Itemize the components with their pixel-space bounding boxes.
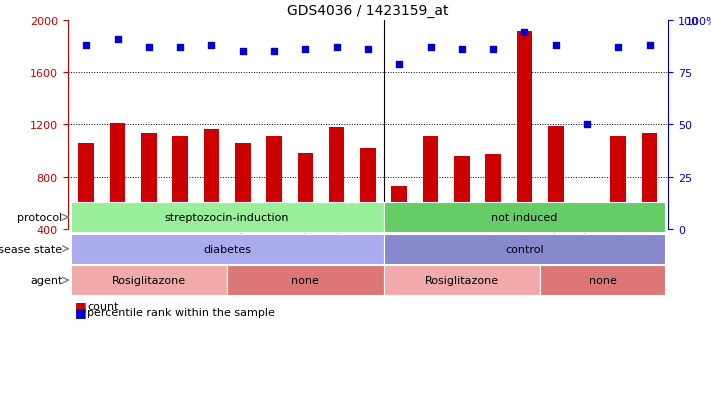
Bar	[548, 126, 564, 281]
Bar	[392, 186, 407, 281]
Point	[394, 61, 405, 68]
Text: Rosiglitazone: Rosiglitazone	[424, 275, 499, 285]
Text: ■: ■	[75, 299, 87, 313]
Text: percentile rank within the sample: percentile rank within the sample	[87, 307, 275, 317]
Point	[80, 43, 92, 49]
Point	[550, 43, 562, 49]
Point	[519, 30, 530, 36]
Text: control: control	[505, 244, 544, 254]
Text: disease state: disease state	[0, 244, 63, 254]
Point	[174, 45, 186, 51]
Point	[644, 43, 656, 49]
Text: ■: ■	[75, 306, 87, 319]
Point	[299, 47, 311, 53]
Point	[112, 36, 123, 43]
Bar	[109, 123, 125, 281]
Bar	[486, 155, 501, 281]
Text: none: none	[292, 275, 319, 285]
Bar	[328, 128, 344, 281]
Point	[143, 45, 154, 51]
Bar	[297, 154, 313, 281]
Bar	[266, 137, 282, 281]
Bar	[360, 148, 376, 281]
Text: streptozocin-induction: streptozocin-induction	[165, 213, 289, 223]
Bar	[78, 143, 94, 281]
Bar	[235, 143, 250, 281]
Bar	[642, 134, 658, 281]
Point	[331, 45, 342, 51]
Text: protocol: protocol	[17, 213, 63, 223]
Bar	[517, 32, 533, 281]
Point	[205, 43, 217, 49]
Title: GDS4036 / 1423159_at: GDS4036 / 1423159_at	[287, 4, 449, 18]
Bar	[141, 134, 156, 281]
Text: none: none	[589, 275, 616, 285]
Point	[613, 45, 624, 51]
Bar	[611, 137, 626, 281]
Text: agent: agent	[30, 275, 63, 285]
Text: diabetes: diabetes	[203, 244, 251, 254]
Point	[362, 47, 374, 53]
Point	[237, 49, 248, 55]
Bar	[203, 130, 219, 281]
Bar	[579, 229, 595, 281]
Point	[488, 47, 499, 53]
Point	[456, 47, 468, 53]
Bar	[454, 156, 470, 281]
Text: count: count	[87, 301, 119, 311]
Bar	[423, 137, 439, 281]
Text: not induced: not induced	[491, 213, 557, 223]
Point	[268, 49, 279, 55]
Y-axis label: 100%: 100%	[685, 17, 711, 26]
Point	[425, 45, 437, 51]
Bar	[172, 137, 188, 281]
Text: Rosiglitazone: Rosiglitazone	[112, 275, 186, 285]
Point	[582, 121, 593, 128]
